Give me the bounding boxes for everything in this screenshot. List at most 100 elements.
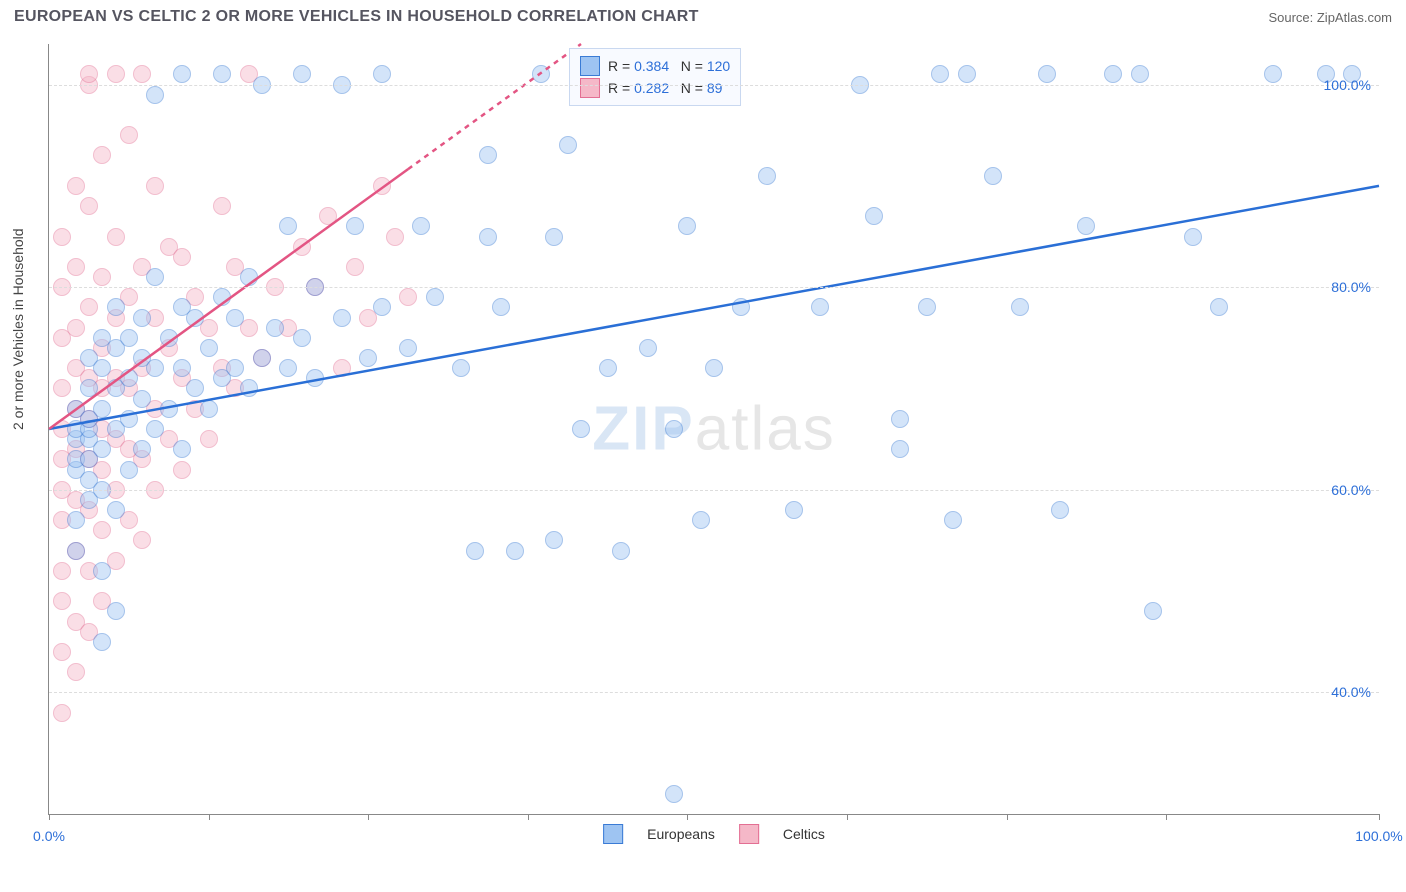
scatter-point [506,542,524,560]
scatter-point [120,329,138,347]
scatter-point [120,410,138,428]
scatter-point [1131,65,1149,83]
legend-text: R = 0.282 N = 89 [608,80,722,96]
scatter-point [93,633,111,651]
scatter-point [984,167,1002,185]
scatter-point [133,390,151,408]
scatter-point [146,359,164,377]
scatter-point [279,359,297,377]
scatter-point [67,511,85,529]
scatter-point [53,228,71,246]
y-axis-label: 2 or more Vehicles in Household [10,228,26,430]
scatter-point [173,248,191,266]
scatter-point [958,65,976,83]
x-tick [687,814,688,820]
scatter-point [67,319,85,337]
scatter-point [545,531,563,549]
scatter-point [1011,298,1029,316]
scatter-point [359,349,377,367]
scatter-point [1077,217,1095,235]
x-tick [1166,814,1167,820]
legend-swatch [739,824,759,844]
scatter-point [665,420,683,438]
scatter-point [146,177,164,195]
scatter-point [200,400,218,418]
scatter-point [120,461,138,479]
scatter-point [93,440,111,458]
scatter-point [426,288,444,306]
scatter-point [173,461,191,479]
legend-label: Celtics [783,826,825,842]
scatter-point [93,521,111,539]
scatter-point [107,602,125,620]
scatter-point [173,440,191,458]
scatter-point [120,369,138,387]
scatter-point [705,359,723,377]
scatter-point [80,379,98,397]
scatter-point [146,86,164,104]
scatter-point [891,440,909,458]
scatter-point [120,126,138,144]
scatter-point [93,268,111,286]
correlation-legend: R = 0.384 N = 120 R = 0.282 N = 89 [569,48,741,106]
x-tick-label: 0.0% [33,828,65,844]
y-tick-label: 40.0% [1331,684,1371,700]
scatter-point [399,339,417,357]
x-tick [1379,814,1380,820]
scatter-point [226,309,244,327]
scatter-point [492,298,510,316]
scatter-point [293,329,311,347]
scatter-point [785,501,803,519]
legend-swatch [603,824,623,844]
scatter-point [53,562,71,580]
scatter-point [93,562,111,580]
scatter-point [346,258,364,276]
scatter-point [213,65,231,83]
scatter-point [599,359,617,377]
y-tick-label: 100.0% [1324,77,1371,93]
scatter-point [173,359,191,377]
scatter-point [732,298,750,316]
scatter-point [346,217,364,235]
scatter-point [53,643,71,661]
x-tick [847,814,848,820]
scatter-point [373,177,391,195]
scatter-point [931,65,949,83]
chart-source: Source: ZipAtlas.com [1268,10,1392,25]
scatter-point [133,531,151,549]
scatter-point [146,268,164,286]
scatter-point [146,420,164,438]
scatter-point [93,400,111,418]
scatter-point [545,228,563,246]
scatter-point [240,268,258,286]
gridline [49,490,1379,491]
scatter-point [107,228,125,246]
scatter-point [93,146,111,164]
scatter-point [1144,602,1162,620]
scatter-point [692,511,710,529]
scatter-point [452,359,470,377]
scatter-point [93,359,111,377]
x-tick [368,814,369,820]
scatter-point [80,298,98,316]
x-tick [1007,814,1008,820]
scatter-point [306,369,324,387]
scatter-point [253,349,271,367]
scatter-point [200,339,218,357]
scatter-point [213,197,231,215]
scatter-point [373,298,391,316]
scatter-point [333,359,351,377]
scatter-point [53,704,71,722]
legend-label: Europeans [647,826,715,842]
chart-plot-area: ZIPatlas R = 0.384 N = 120R = 0.282 N = … [48,44,1379,815]
scatter-point [240,379,258,397]
chart-header: EUROPEAN VS CELTIC 2 OR MORE VEHICLES IN… [0,0,1406,32]
scatter-point [333,309,351,327]
scatter-point [758,167,776,185]
scatter-point [133,65,151,83]
scatter-point [107,501,125,519]
legend-text: R = 0.384 N = 120 [608,58,730,74]
scatter-point [944,511,962,529]
scatter-point [891,410,909,428]
x-tick [209,814,210,820]
